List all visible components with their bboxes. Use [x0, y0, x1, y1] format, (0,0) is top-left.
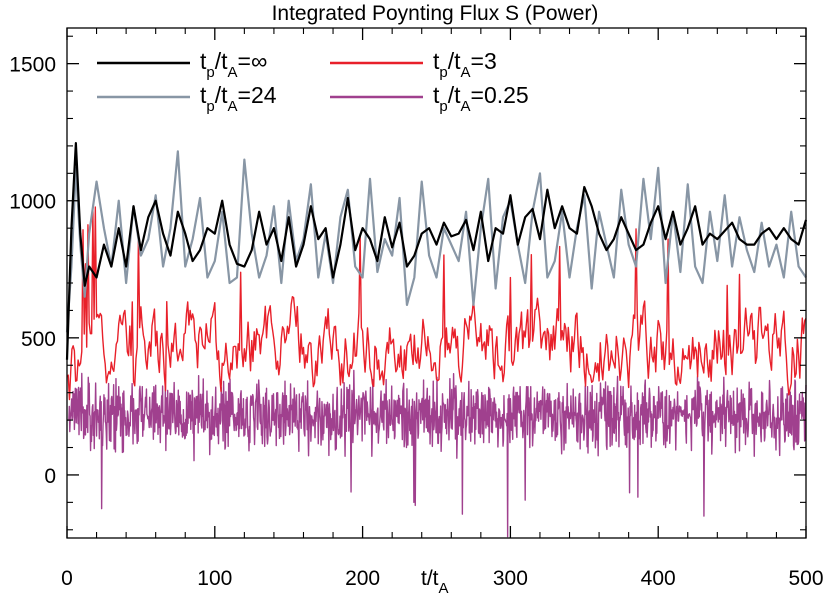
x-tick-label: 200: [345, 567, 380, 590]
x-axis-label-sub: A: [439, 580, 449, 597]
legend: tp/tA=∞ tp/tA=3 tp/tA=24 tp/tA=0.25: [97, 48, 529, 115]
tick-labels-layer: 0 100 200 300 400 500 0 500 1000 1500: [9, 54, 823, 590]
legend-label: tp/tA=3: [433, 48, 497, 81]
series-line-1: [65, 150, 807, 333]
chart-title: Integrated Poynting Flux S (Power): [272, 2, 599, 25]
x-tick-label: 0: [61, 567, 73, 590]
legend-label: tp/tA=24: [200, 82, 277, 115]
x-axis-label: t/tA: [421, 567, 449, 597]
x-tick-label: 300: [493, 567, 528, 590]
x-tick-label: 100: [197, 567, 232, 590]
y-tick-label: 1500: [9, 54, 56, 77]
legend-label: tp/tA=∞: [200, 48, 267, 81]
y-tick-label: 0: [44, 465, 56, 488]
ticks-layer: [66, 28, 807, 538]
x-axis-label-base: t/t: [421, 567, 439, 590]
legend-label: tp/tA=0.25: [433, 82, 529, 115]
series-line-0: [65, 142, 808, 360]
y-tick-label: 1000: [9, 191, 56, 214]
x-tick-label: 500: [788, 567, 823, 590]
series-line-3: [66, 369, 807, 538]
y-tick-label: 500: [21, 328, 56, 351]
x-tick-label: 400: [641, 567, 676, 590]
series-layer: [65, 142, 808, 538]
series-line-2: [66, 206, 807, 401]
